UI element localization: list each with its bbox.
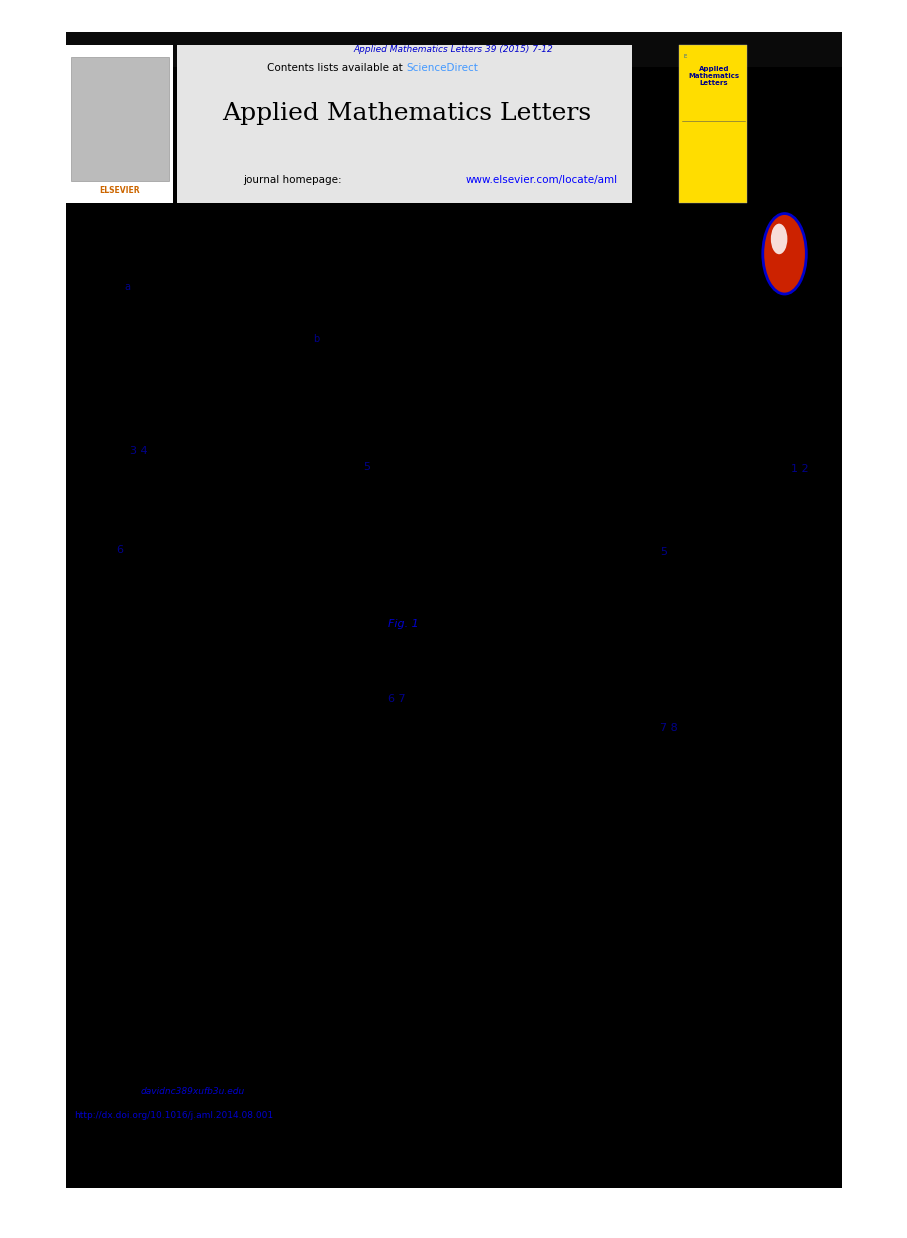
Text: E: E (684, 54, 688, 59)
Text: 6: 6 (116, 545, 123, 555)
Text: 5: 5 (660, 547, 668, 557)
Text: ScienceDirect: ScienceDirect (406, 63, 478, 73)
Text: b: b (313, 334, 319, 344)
Text: Contents lists available at: Contents lists available at (268, 63, 406, 73)
Ellipse shape (763, 213, 806, 293)
Text: 5: 5 (363, 462, 370, 472)
Text: Applied Mathematics Letters: Applied Mathematics Letters (222, 103, 590, 125)
Bar (66, 45, 173, 203)
Bar (679, 45, 747, 203)
Bar (177, 45, 632, 203)
Text: 6 7: 6 7 (388, 695, 405, 704)
Text: davidnc389xufb3u.edu: davidnc389xufb3u.edu (141, 1087, 245, 1097)
Text: 3 4: 3 4 (130, 446, 147, 456)
Text: Applied Mathematics Letters 39 (2015) 7-12: Applied Mathematics Letters 39 (2015) 7-… (354, 45, 553, 54)
Text: 1 2: 1 2 (791, 464, 808, 474)
Text: a: a (124, 282, 131, 292)
Bar (66, 32, 842, 67)
Text: http://dx.doi.org/10.1016/j.aml.2014.08.001: http://dx.doi.org/10.1016/j.aml.2014.08.… (74, 1110, 274, 1120)
Text: Fig. 1: Fig. 1 (388, 619, 419, 629)
Text: www.elsevier.com/locate/aml: www.elsevier.com/locate/aml (465, 175, 618, 184)
Text: Applied
Mathematics
Letters: Applied Mathematics Letters (688, 66, 739, 85)
Text: ELSEVIER: ELSEVIER (100, 186, 140, 196)
Bar (66, 37, 842, 1188)
Text: journal homepage:: journal homepage: (243, 175, 345, 184)
Text: 7 8: 7 8 (660, 723, 678, 733)
Bar (71, 57, 169, 181)
Ellipse shape (771, 224, 787, 254)
